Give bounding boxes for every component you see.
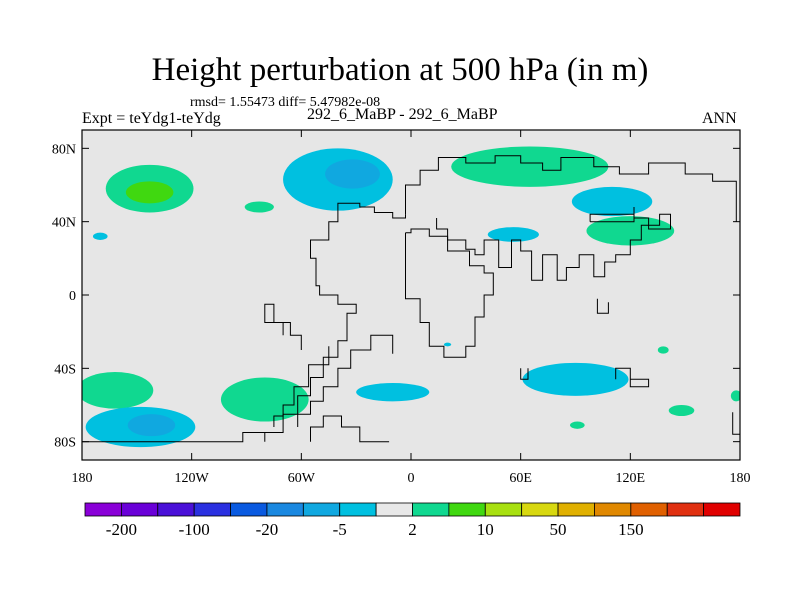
coastline-segment [82,432,265,443]
colorbar-label: 50 [550,520,567,539]
colorbar-swatch [230,502,268,517]
coastline-segment [615,367,650,388]
coastline-segment [264,303,302,350]
y-tick-label: 80N [52,142,76,157]
coastline-segment [520,368,529,380]
y-tick-label: 80S [54,436,76,451]
colorbar-swatch [266,502,304,517]
x-tick-label: 120W [175,471,210,486]
x-tick-label: 180 [72,471,93,486]
y-tick-label: 40N [52,216,76,231]
colorbar-swatch [120,502,159,517]
contour-region-north-pacific-core [125,181,174,204]
coastline-layer [82,155,740,443]
colorbar-swatch [448,502,486,517]
contour-region-south-pacific-positive [82,372,154,409]
x-tick-label: 60E [509,471,532,486]
y-tick-label: 40S [54,362,76,377]
colorbar-label: -5 [333,520,347,539]
case-label: 292_6_MaBP - 292_6_MaBP [307,106,498,123]
coastline-segment [589,213,635,223]
colorbar-swatch [84,502,122,517]
x-tick-label: 60W [288,471,316,486]
contour-region-small-positive-4 [730,390,740,402]
colorbar-swatch [666,502,705,517]
contour-region-south-america-positive [220,377,309,422]
colorbar-swatch [157,502,195,517]
coastline-segment [405,228,494,358]
colorbar-swatch [339,502,377,517]
colorbar-swatch [521,502,559,517]
x-tick-label: 120E [616,471,646,486]
colorbar-swatch [193,502,231,517]
contour-region-north-atlantic-core [325,159,380,189]
axes: 180 120W 60W 0 60E 120E 180 80N 40N 0 40S 80S [52,130,751,486]
colorbar-swatch [557,502,595,517]
colorbar-swatch [484,502,523,517]
contour-region-indian-ocean-negative [522,362,629,396]
coastline-segment [405,155,737,222]
coastline-segment [310,415,390,443]
x-tick-label: 180 [730,471,751,486]
colorbar-swatch [594,502,632,517]
contour-region-south-atlantic-negative [356,383,430,402]
rmsd-stats: rmsd= 1.55473 diff= 5.47982e-08 [190,95,381,110]
coastline-segment [264,202,406,442]
colorbar-swatch [412,502,450,517]
colorbar-swatch [375,502,413,517]
contour-region-small-positive-1 [244,201,274,213]
colorbar-label: -20 [256,520,279,539]
contour-region-east-asia-positive [586,216,675,246]
season-label: ANN [702,110,737,127]
contour-region-central-asia-negative [571,186,653,217]
coastline-segment [436,207,671,281]
coastline-segment [732,412,740,435]
contour-region-small-positive-2 [657,346,669,354]
contour-region-small-positive-5 [570,421,585,429]
y-tick-label: 0 [69,289,76,304]
contour-region-small-negative-1 [92,232,108,240]
contour-region-eurasia-positive [451,146,609,187]
chart-title: Height perturbation at 500 hPa (in m) [151,52,649,88]
colorbar-label: -200 [106,520,137,539]
colorbar-swatch [703,502,741,517]
contour-region-small-positive-3 [668,405,695,416]
contour-region-south-pacific-negative-core [127,414,176,437]
contour-region-small-negative-2 [443,342,452,347]
coastline-segment [273,346,330,427]
coastline-segment [297,334,394,427]
colorbar-label: 10 [477,520,494,539]
coastline-segment [596,298,609,314]
colorbar-swatch [630,502,668,517]
x-tick-label: 0 [408,471,415,486]
colorbar-label: -100 [179,520,210,539]
experiment-label: Expt = teYdg1-teYdg [82,110,221,127]
colorbar-label: 150 [618,520,644,539]
contour-fill-layer [82,146,740,448]
colorbar-swatch [302,502,341,517]
contour-region-mideast-negative [487,227,539,242]
colorbar-label: 2 [408,520,417,539]
colorbar: -200 -100 -20 -5 2 10 50 150 [84,502,741,539]
